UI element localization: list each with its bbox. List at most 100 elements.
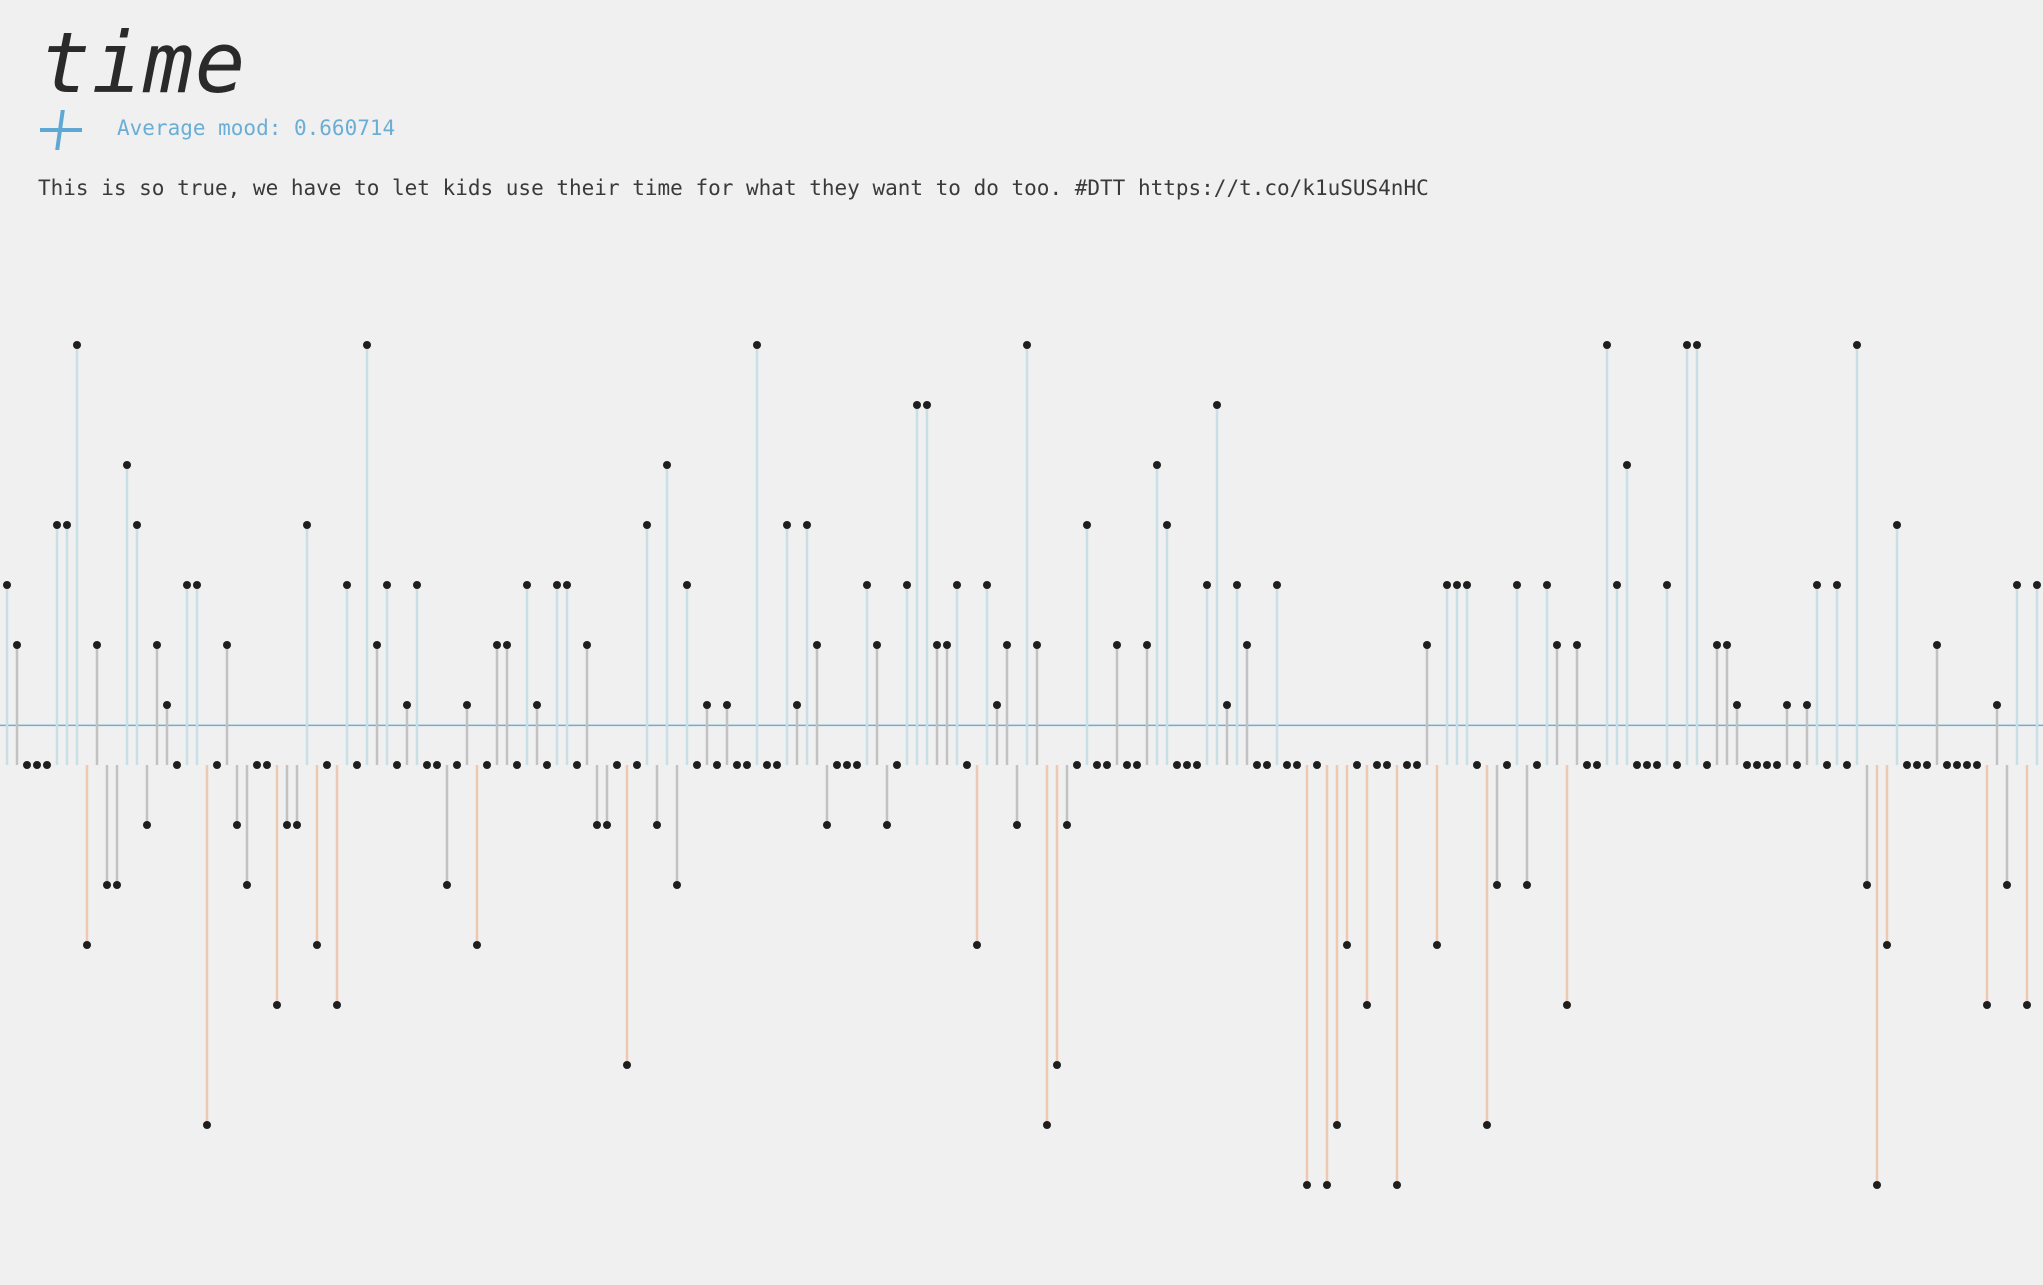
mood-point[interactable] [173, 761, 181, 769]
mood-point[interactable] [1513, 581, 1521, 589]
mood-point[interactable] [673, 881, 681, 889]
mood-point[interactable] [293, 821, 301, 829]
mood-point[interactable] [1313, 761, 1321, 769]
mood-point[interactable] [1383, 761, 1391, 769]
mood-point[interactable] [1353, 761, 1361, 769]
mood-point[interactable] [143, 821, 151, 829]
mood-point[interactable] [1263, 761, 1271, 769]
mood-point[interactable] [653, 821, 661, 829]
mood-point[interactable] [403, 701, 411, 709]
mood-point[interactable] [213, 761, 221, 769]
mood-point[interactable] [973, 941, 981, 949]
mood-point[interactable] [2023, 1001, 2031, 1009]
mood-point[interactable] [523, 581, 531, 589]
mood-point[interactable] [1003, 641, 1011, 649]
mood-point[interactable] [393, 761, 401, 769]
mood-point[interactable] [1093, 761, 1101, 769]
mood-point[interactable] [2003, 881, 2011, 889]
mood-point[interactable] [683, 581, 691, 589]
mood-point[interactable] [1703, 761, 1711, 769]
mood-point[interactable] [573, 761, 581, 769]
mood-point[interactable] [493, 641, 501, 649]
mood-point[interactable] [1723, 641, 1731, 649]
mood-point[interactable] [703, 701, 711, 709]
mood-point[interactable] [1243, 641, 1251, 649]
mood-point[interactable] [743, 761, 751, 769]
mood-point[interactable] [793, 701, 801, 709]
mood-point[interactable] [153, 641, 161, 649]
mood-point[interactable] [603, 821, 611, 829]
plus-icon[interactable] [38, 108, 84, 152]
mood-point[interactable] [1033, 641, 1041, 649]
mood-point[interactable] [963, 761, 971, 769]
mood-point[interactable] [1753, 761, 1761, 769]
mood-point[interactable] [303, 521, 311, 529]
mood-point[interactable] [1453, 581, 1461, 589]
mood-point[interactable] [1663, 581, 1671, 589]
mood-point[interactable] [1693, 341, 1701, 349]
mood-point[interactable] [1863, 881, 1871, 889]
mood-point[interactable] [73, 341, 81, 349]
mood-point[interactable] [1993, 701, 2001, 709]
mood-point[interactable] [1443, 581, 1451, 589]
mood-point[interactable] [1713, 641, 1721, 649]
mood-point[interactable] [83, 941, 91, 949]
mood-point[interactable] [443, 881, 451, 889]
mood-point[interactable] [823, 821, 831, 829]
mood-point[interactable] [813, 641, 821, 649]
mood-point[interactable] [1873, 1181, 1881, 1189]
mood-point[interactable] [843, 761, 851, 769]
mood-point[interactable] [1563, 1001, 1571, 1009]
mood-point[interactable] [783, 521, 791, 529]
mood-point[interactable] [123, 461, 131, 469]
mood-point[interactable] [1643, 761, 1651, 769]
mood-point[interactable] [1183, 761, 1191, 769]
mood-point[interactable] [463, 701, 471, 709]
mood-point[interactable] [273, 1001, 281, 1009]
mood-point[interactable] [1623, 461, 1631, 469]
mood-point[interactable] [363, 341, 371, 349]
mood-point[interactable] [773, 761, 781, 769]
mood-point[interactable] [913, 401, 921, 409]
mood-point[interactable] [1023, 341, 1031, 349]
mood-point[interactable] [1533, 761, 1541, 769]
mood-point[interactable] [1273, 581, 1281, 589]
mood-point[interactable] [1763, 761, 1771, 769]
mood-point[interactable] [1933, 641, 1941, 649]
mood-point[interactable] [1133, 761, 1141, 769]
mood-point[interactable] [13, 641, 21, 649]
mood-point[interactable] [1113, 641, 1121, 649]
mood-point[interactable] [623, 1061, 631, 1069]
mood-point[interactable] [1403, 761, 1411, 769]
mood-point[interactable] [53, 521, 61, 529]
mood-point[interactable] [1923, 761, 1931, 769]
mood-point[interactable] [3, 581, 11, 589]
mood-point[interactable] [1233, 581, 1241, 589]
mood-point[interactable] [993, 701, 1001, 709]
mood-point[interactable] [2013, 581, 2021, 589]
mood-point[interactable] [1603, 341, 1611, 349]
mood-point[interactable] [1673, 761, 1681, 769]
mood-point[interactable] [1553, 641, 1561, 649]
mood-point[interactable] [1203, 581, 1211, 589]
mood-point[interactable] [353, 761, 361, 769]
mood-point[interactable] [1893, 521, 1901, 529]
mood-point[interactable] [1073, 761, 1081, 769]
mood-point[interactable] [1303, 1181, 1311, 1189]
mood-point[interactable] [1373, 761, 1381, 769]
mood-point[interactable] [1903, 761, 1911, 769]
mood-point[interactable] [1853, 341, 1861, 349]
mood-point[interactable] [423, 761, 431, 769]
mood-point[interactable] [1543, 581, 1551, 589]
mood-point[interactable] [1223, 701, 1231, 709]
mood-point[interactable] [1293, 761, 1301, 769]
mood-point[interactable] [433, 761, 441, 769]
mood-point[interactable] [133, 521, 141, 529]
mood-point[interactable] [1323, 1181, 1331, 1189]
mood-point[interactable] [1393, 1181, 1401, 1189]
mood-point[interactable] [903, 581, 911, 589]
mood-point[interactable] [163, 701, 171, 709]
mood-point[interactable] [223, 641, 231, 649]
mood-point[interactable] [333, 1001, 341, 1009]
mood-point[interactable] [1593, 761, 1601, 769]
